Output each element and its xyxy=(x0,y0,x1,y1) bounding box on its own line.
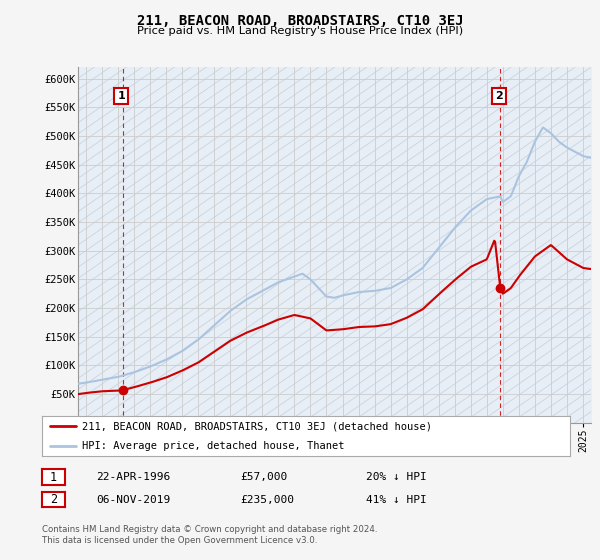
Text: £235,000: £235,000 xyxy=(240,494,294,505)
Text: 1: 1 xyxy=(118,91,125,101)
Text: 211, BEACON ROAD, BROADSTAIRS, CT10 3EJ: 211, BEACON ROAD, BROADSTAIRS, CT10 3EJ xyxy=(137,14,463,28)
Text: 2: 2 xyxy=(495,91,503,101)
Text: 22-APR-1996: 22-APR-1996 xyxy=(96,472,170,482)
Text: 211, BEACON ROAD, BROADSTAIRS, CT10 3EJ (detached house): 211, BEACON ROAD, BROADSTAIRS, CT10 3EJ … xyxy=(82,421,431,431)
Text: 20% ↓ HPI: 20% ↓ HPI xyxy=(366,472,427,482)
Text: 2: 2 xyxy=(50,493,57,506)
Text: 41% ↓ HPI: 41% ↓ HPI xyxy=(366,494,427,505)
Text: Price paid vs. HM Land Registry's House Price Index (HPI): Price paid vs. HM Land Registry's House … xyxy=(137,26,463,36)
Text: 06-NOV-2019: 06-NOV-2019 xyxy=(96,494,170,505)
Text: HPI: Average price, detached house, Thanet: HPI: Average price, detached house, Than… xyxy=(82,441,344,451)
Text: 1: 1 xyxy=(50,470,57,484)
Text: Contains HM Land Registry data © Crown copyright and database right 2024.
This d: Contains HM Land Registry data © Crown c… xyxy=(42,525,377,545)
Text: £57,000: £57,000 xyxy=(240,472,287,482)
